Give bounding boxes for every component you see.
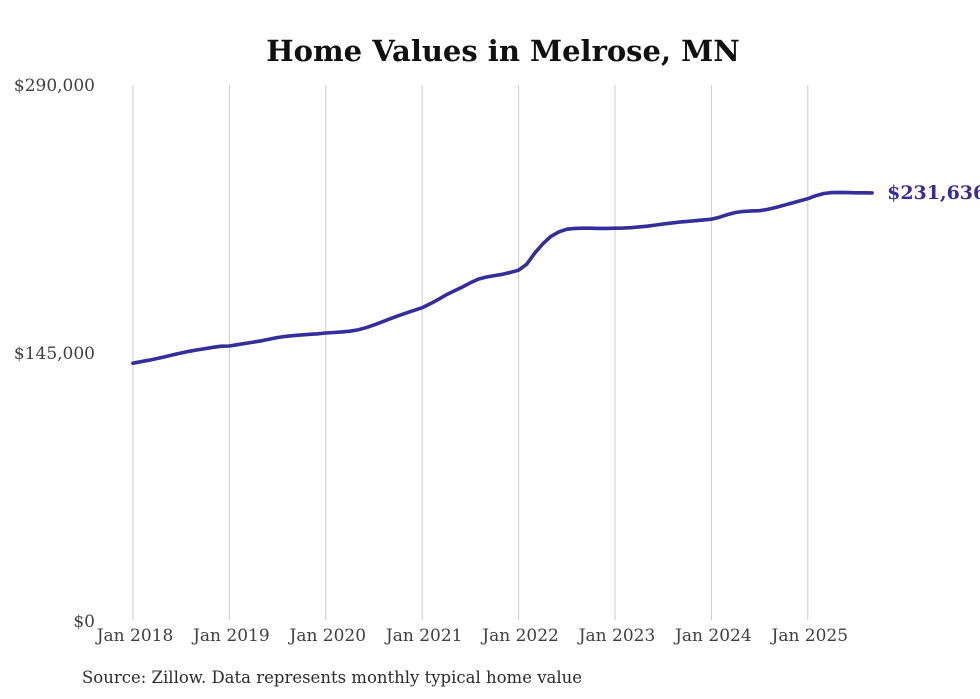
x-axis-tick-labels: Jan 2018 Jan 2019 Jan 2020 Jan 2021 Jan 2022… bbox=[95, 626, 848, 646]
x-tick-label: Jan 2021 bbox=[384, 626, 463, 646]
y-tick-label: $0 bbox=[73, 612, 95, 632]
gridlines bbox=[132, 85, 809, 620]
x-tick-label: Jan 2022 bbox=[480, 626, 559, 646]
y-axis-tick-labels: $0 $145,000 $290,000 bbox=[14, 76, 95, 632]
x-tick-label: Jan 2023 bbox=[577, 626, 656, 646]
home-value-line bbox=[131, 190, 874, 366]
y-tick-label: $145,000 bbox=[14, 344, 95, 364]
x-tick-label: Jan 2024 bbox=[673, 626, 752, 646]
x-tick-label: Jan 2025 bbox=[770, 626, 849, 646]
source-note: Source: Zillow. Data represents monthly … bbox=[82, 668, 582, 687]
latest-value-label: $231,636 bbox=[887, 182, 980, 204]
x-tick-label: Jan 2018 bbox=[95, 626, 174, 646]
chart-title: Home Values in Melrose, MN bbox=[266, 34, 740, 68]
y-tick-label: $290,000 bbox=[14, 76, 95, 96]
x-tick-label: Jan 2019 bbox=[191, 626, 270, 646]
x-tick-label: Jan 2020 bbox=[288, 626, 367, 646]
